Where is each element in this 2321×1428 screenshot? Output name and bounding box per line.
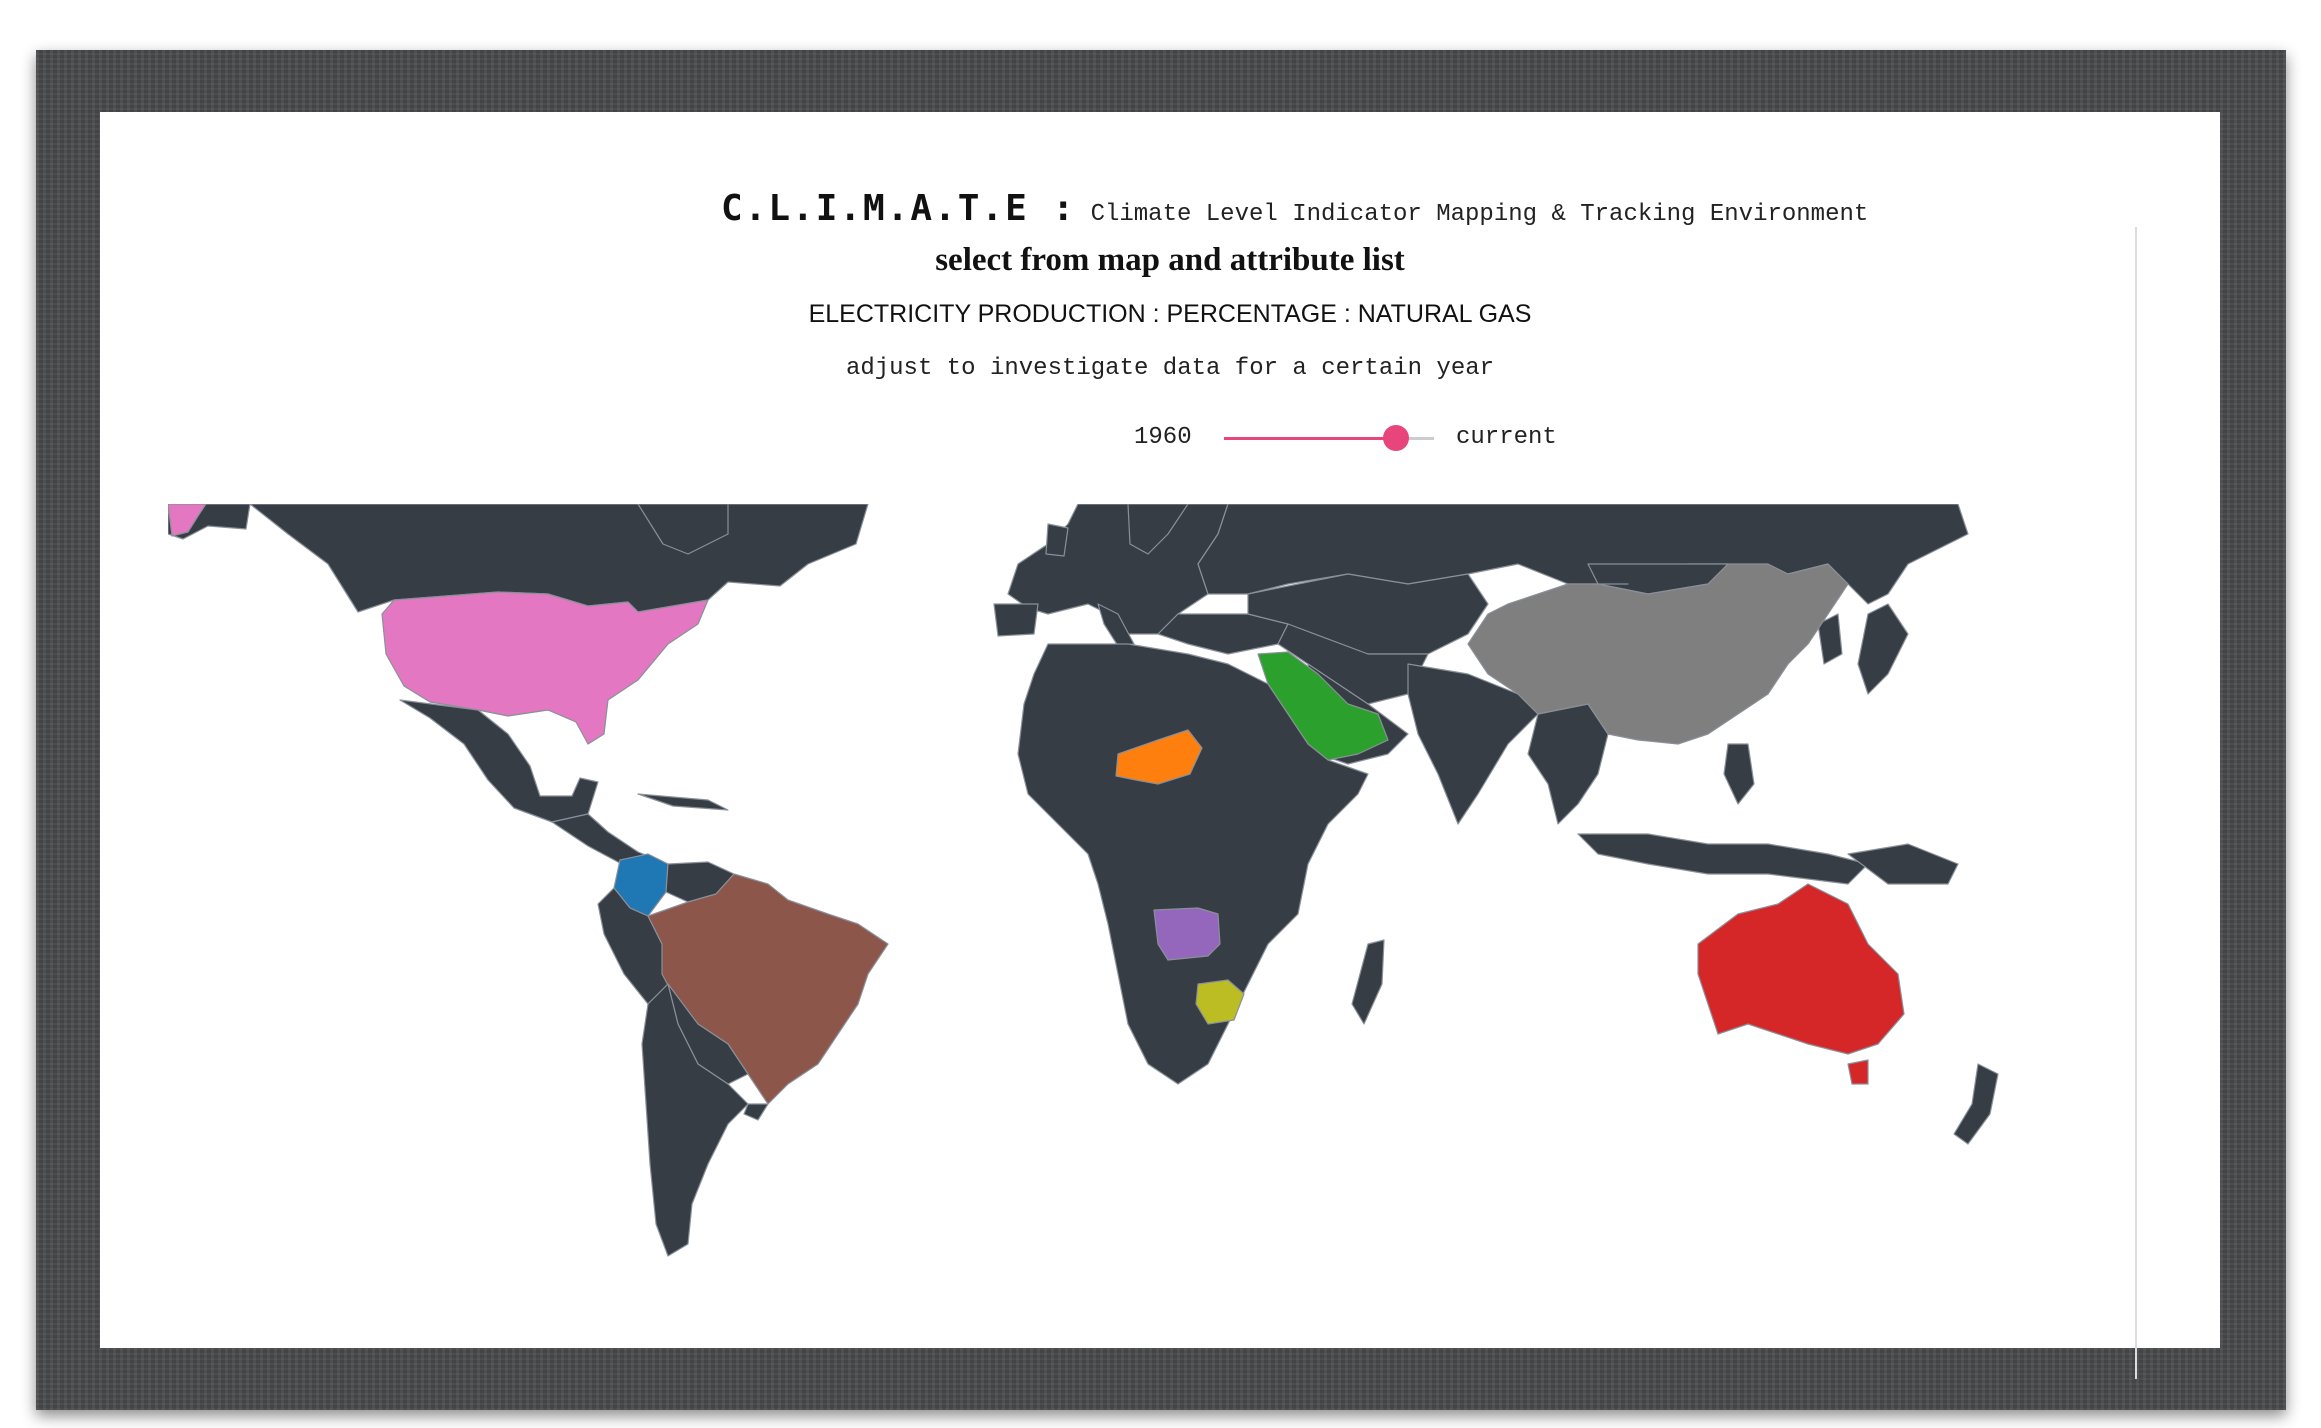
country-uk[interactable] xyxy=(1045,523,1069,557)
country-africa[interactable] xyxy=(1017,643,1369,1085)
country-iberia[interactable] xyxy=(993,603,1039,637)
slider-track[interactable] xyxy=(1224,437,1434,440)
country-png[interactable] xyxy=(1847,843,1959,885)
country-southeast-asia[interactable] xyxy=(1527,703,1609,825)
app-canvas: C.L.I.M.A.T.E : Climate Level Indicator … xyxy=(100,112,2220,1379)
picture-frame: C.L.I.M.A.T.E : Climate Level Indicator … xyxy=(36,50,2286,1410)
country-botswana[interactable] xyxy=(1195,979,1245,1025)
country-canada[interactable] xyxy=(249,504,869,613)
app-title: C.L.I.M.A.T.E : Climate Level Indicator … xyxy=(721,188,1868,229)
world-map[interactable] xyxy=(168,504,2168,1264)
panel-divider xyxy=(2135,227,2137,1379)
country-scandinavia[interactable] xyxy=(1127,504,1189,555)
country-alaska-us[interactable] xyxy=(168,504,207,537)
country-turkey-middle-east[interactable] xyxy=(1157,613,1289,655)
country-mexico[interactable] xyxy=(399,699,599,823)
country-china[interactable] xyxy=(1467,563,1849,745)
slider-max-label: current xyxy=(1456,424,1557,451)
country-indonesia[interactable] xyxy=(1577,833,1869,885)
country-korea[interactable] xyxy=(1817,613,1843,665)
country-tasmania[interactable] xyxy=(1847,1059,1869,1085)
selected-attribute: ELECTRICITY PRODUCTION : PERCENTAGE : NA… xyxy=(808,300,1532,328)
country-uruguay[interactable] xyxy=(743,1103,769,1121)
slider-thumb[interactable] xyxy=(1383,425,1410,451)
slider-fill xyxy=(1224,437,1397,440)
app-acronym: C.L.I.M.A.T.E : xyxy=(721,188,1077,229)
country-madagascar[interactable] xyxy=(1351,939,1385,1025)
country-angola[interactable] xyxy=(1153,907,1221,961)
slider-min-label: 1960 xyxy=(1134,424,1192,451)
year-hint: adjust to investigate data for a certain… xyxy=(845,355,1495,382)
app-subtitle: Climate Level Indicator Mapping & Tracki… xyxy=(1090,201,1869,228)
country-cuba[interactable] xyxy=(637,793,729,811)
country-australia[interactable] xyxy=(1697,883,1905,1055)
country-philippines[interactable] xyxy=(1723,743,1755,805)
country-united-states[interactable] xyxy=(381,591,709,745)
country-greenland[interactable] xyxy=(637,504,729,555)
country-argentina-chile[interactable] xyxy=(641,983,749,1257)
country-japan[interactable] xyxy=(1857,603,1909,695)
country-india[interactable] xyxy=(1407,663,1539,825)
country-niger[interactable] xyxy=(1115,729,1203,785)
country-new-zealand[interactable] xyxy=(1953,1063,1999,1145)
instruction-text: select from map and attribute list xyxy=(935,242,1405,278)
